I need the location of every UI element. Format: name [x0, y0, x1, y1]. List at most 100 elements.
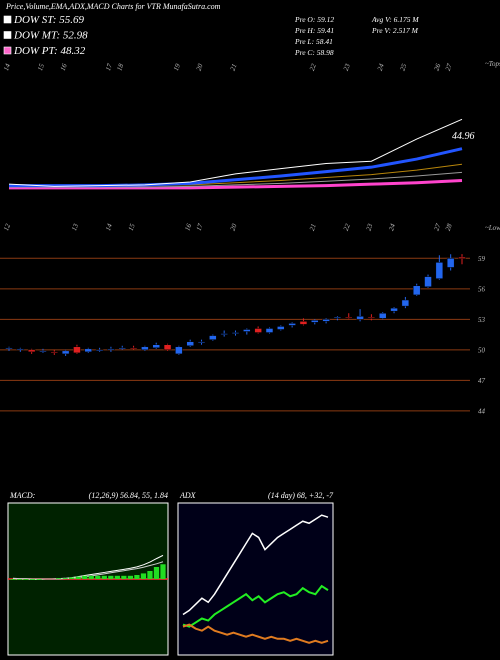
stat-label: Pre O: 59.12 — [294, 15, 334, 24]
corner-label: ~Lows — [485, 224, 500, 232]
y-tick-label: 44 — [478, 407, 486, 415]
candle-body — [367, 317, 376, 319]
candle-body — [299, 321, 308, 325]
x-tick-label: 14 — [104, 222, 114, 232]
candle-body — [152, 344, 160, 349]
x-tick-label: 26 — [433, 62, 443, 72]
x-tick-label: 15 — [127, 222, 137, 232]
legend-label: DOW MT: 52.98 — [13, 30, 88, 42]
annotation: 44.96 — [452, 131, 475, 142]
y-tick-label: 50 — [478, 346, 486, 354]
x-tick-label: 21 — [308, 223, 318, 232]
histogram-bar — [62, 578, 68, 579]
x-tick-label: 19 — [172, 62, 182, 72]
legend-swatch — [3, 31, 12, 39]
candle-body — [265, 328, 274, 333]
panel-title: ADX — [179, 491, 197, 500]
candle-body — [5, 347, 13, 350]
candle-body — [107, 348, 115, 351]
x-tick-label: 27 — [444, 62, 454, 72]
legend-swatch — [3, 15, 12, 24]
candle-body — [288, 323, 296, 326]
x-tick-label: 24 — [387, 222, 397, 232]
x-tick-label: 25 — [399, 62, 409, 72]
x-tick-label: 14 — [2, 62, 12, 72]
y-tick-label: 53 — [478, 316, 486, 324]
candle-body — [378, 312, 387, 319]
x-tick-label: 28 — [444, 222, 454, 232]
candle-body — [39, 350, 47, 353]
candle-body — [118, 347, 126, 350]
stat-label: Avg V: 6.175 M — [371, 15, 419, 24]
candle-body — [401, 299, 410, 307]
x-tick-label: 22 — [342, 222, 352, 232]
x-tick-label: 21 — [229, 63, 239, 72]
candle-body — [84, 348, 93, 353]
x-tick-label: 20 — [195, 62, 205, 72]
adx-line — [182, 584, 329, 628]
candle-body — [356, 316, 364, 320]
candle-body — [458, 256, 466, 259]
panel-background — [177, 502, 334, 656]
ema-line — [9, 147, 463, 188]
x-tick-label: 17 — [104, 62, 114, 72]
histogram-bar — [134, 575, 140, 579]
candle-body — [73, 346, 81, 354]
candle-body — [197, 341, 206, 343]
histogram-bar — [75, 576, 81, 579]
candle-body — [27, 349, 36, 353]
candle-body — [424, 276, 432, 288]
candle-body — [311, 320, 319, 323]
histogram-bar — [140, 573, 147, 579]
candle-body — [390, 307, 398, 312]
histogram-bar — [10, 579, 16, 580]
panel-subtitle: (14 day) 68, +32, -7 — [268, 491, 334, 500]
stat-label: Pre L: 58.41 — [294, 37, 333, 46]
histogram-bar — [114, 575, 120, 579]
histogram-bar — [101, 575, 107, 579]
adx-line — [182, 623, 329, 644]
candle-body — [435, 262, 444, 279]
histogram-bar — [16, 579, 23, 580]
candle-body — [95, 349, 104, 352]
y-tick-label: 59 — [478, 255, 486, 263]
histogram-bar — [153, 567, 160, 579]
candle-body — [220, 333, 228, 335]
x-tick-label: 27 — [433, 222, 443, 232]
stat-label: Pre C: 58.98 — [294, 48, 334, 57]
stat-label: Pre H: 59.41 — [294, 26, 334, 35]
panel-subtitle: (12,26,9) 56.84, 55, 1.84 — [89, 491, 168, 500]
histogram-bar — [121, 575, 127, 579]
stat-label: Pre V: 2.517 M — [371, 26, 419, 35]
x-tick-label: 18 — [115, 62, 125, 72]
histogram-bar — [82, 575, 88, 579]
x-tick-label: 17 — [195, 222, 205, 232]
candle-body — [50, 351, 59, 354]
legend-swatch — [3, 46, 12, 55]
candle-body — [186, 341, 194, 347]
histogram-bar — [29, 579, 36, 580]
y-tick-label: 56 — [478, 285, 486, 293]
candle-body — [61, 350, 70, 355]
x-tick-label: 15 — [36, 62, 46, 72]
histogram-bar — [88, 575, 94, 579]
histogram-bar — [69, 577, 75, 579]
x-tick-label: 16 — [59, 62, 69, 72]
x-tick-label: 16 — [183, 222, 193, 232]
candle-body — [254, 328, 262, 333]
legend-label: DOW ST: 55.69 — [13, 14, 84, 26]
page-title: Price,Volume,EMA,ADX,MACD Charts for VTR… — [5, 2, 221, 11]
adx-line — [182, 514, 329, 616]
x-tick-label: 23 — [365, 222, 375, 232]
candle-body — [129, 347, 138, 350]
histogram-bar — [160, 564, 166, 579]
candle-body — [243, 329, 251, 332]
candle-body — [163, 344, 172, 351]
histogram-bar — [23, 579, 29, 580]
candle-body — [322, 319, 330, 322]
candle-body — [209, 335, 217, 340]
x-tick-label: 20 — [229, 222, 239, 232]
x-tick-label: 24 — [376, 62, 386, 72]
